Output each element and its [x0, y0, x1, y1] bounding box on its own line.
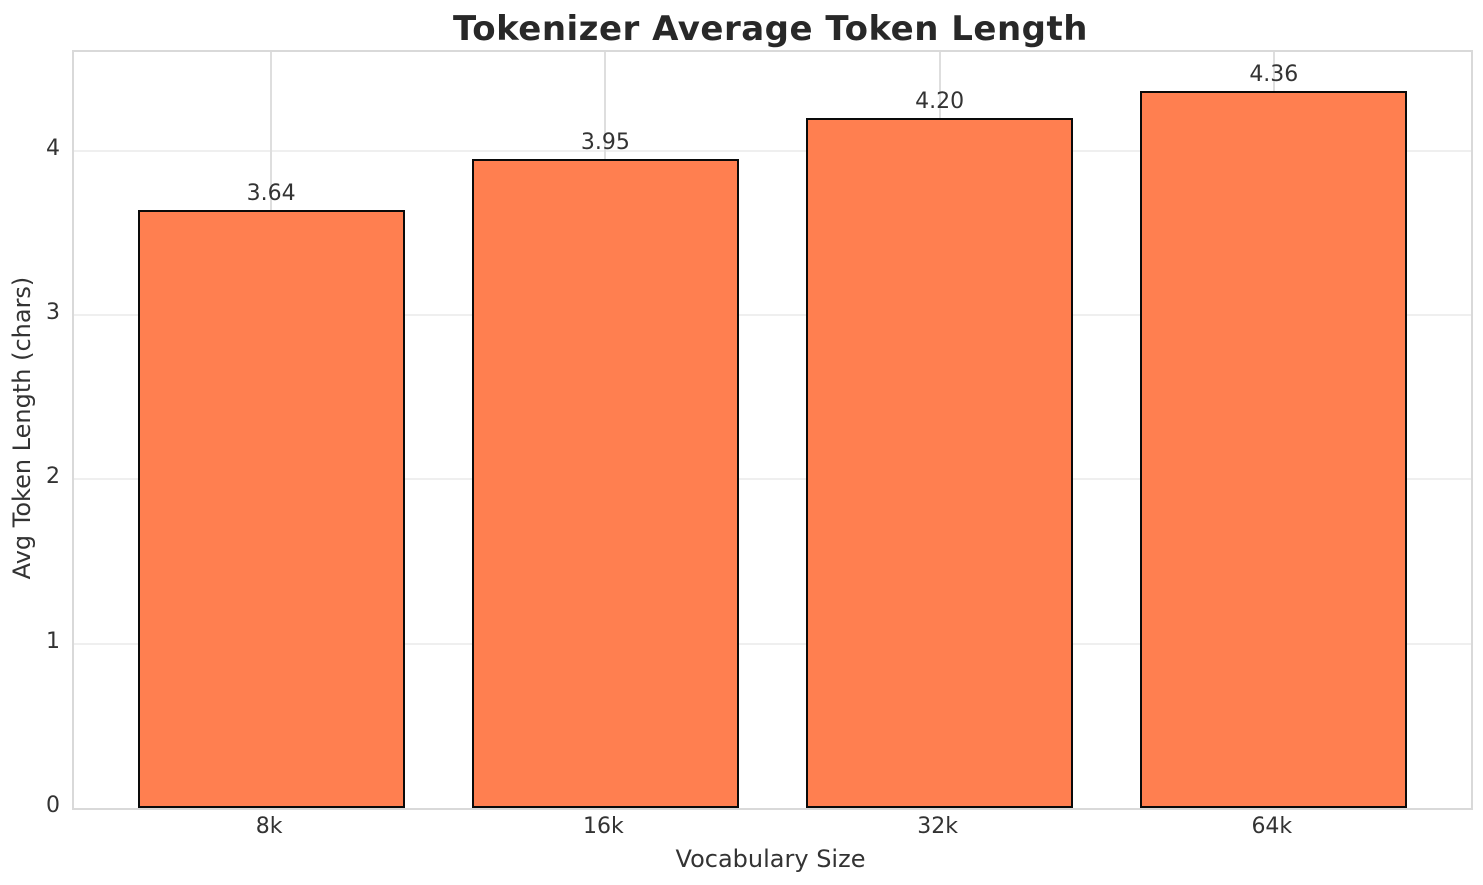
bar-32k [805, 117, 1074, 808]
h-gridline [74, 642, 1471, 645]
x-tick-label-32k: 32k [917, 814, 958, 839]
bar-value-label: 4.20 [915, 88, 965, 114]
bar-16k [471, 158, 740, 808]
chart-title: Tokenizer Average Token Length [453, 9, 1088, 49]
y-tick-label-0: 0 [46, 793, 60, 818]
h-gridline [74, 478, 1471, 481]
bar-value-label: 3.95 [580, 129, 630, 155]
y-tick-label-3: 3 [46, 299, 60, 325]
h-gridline [74, 149, 1471, 152]
x-tick-label-64k: 64k [1251, 814, 1293, 839]
bar-8k [137, 209, 405, 808]
x-tick-label-16k: 16k [583, 814, 624, 839]
x-tick-label-8k: 8k [255, 814, 283, 839]
x-axis-label: Vocabulary Size [675, 845, 866, 873]
bar-value-label: 4.36 [1249, 62, 1299, 88]
bar-value-label: 3.64 [246, 180, 296, 206]
y-tick-label-4: 4 [46, 135, 60, 161]
y-tick-label-2: 2 [46, 464, 60, 490]
bar-64k [1140, 91, 1408, 808]
plot-area: 3.64 3.95 4.20 4.36 [72, 50, 1473, 810]
y-tick-label-1: 1 [46, 628, 60, 654]
h-gridline [74, 313, 1471, 316]
